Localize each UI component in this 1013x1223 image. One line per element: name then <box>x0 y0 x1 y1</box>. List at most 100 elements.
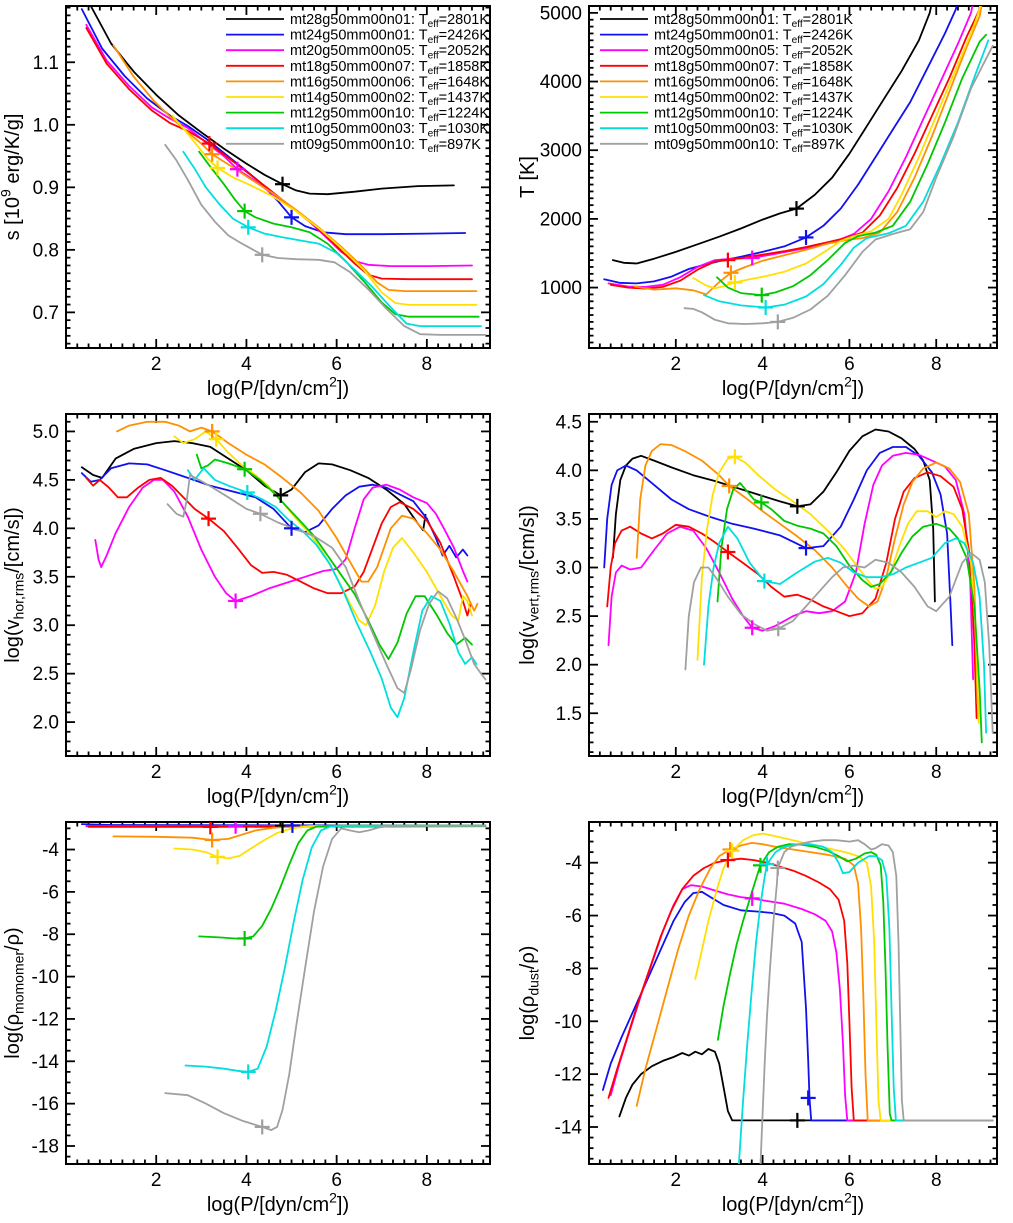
axis-ticks <box>588 414 997 756</box>
curve-mt10g50mm00n03 <box>703 39 990 309</box>
curve-mt18g50mm00n07 <box>85 477 472 617</box>
y-tick-label: -10 <box>555 1012 582 1033</box>
legend-item-mt12g50mm00n10: mt12g50mm00n10: Teff=1224K <box>600 106 853 124</box>
curve-mt09g50mm00n10 <box>164 143 487 336</box>
legend-label: mt20g50mm00n05: Teff=2052K <box>654 43 853 61</box>
x-tick-label: 8 <box>422 354 433 375</box>
axis-ticks <box>588 822 997 1164</box>
curve-mt16g50mm00n06 <box>116 420 479 612</box>
legend-item-mt16g50mm00n06: mt16g50mm00n06: Teff=1648K <box>226 74 489 93</box>
marker-mt10g50mm00n03 <box>240 1064 256 1080</box>
y-tick-label: -4 <box>42 840 59 861</box>
y-axis-label: log(ρmomomer/ρ) <box>2 927 26 1058</box>
y-tick-label: 4.0 <box>556 461 582 482</box>
marker-mt09g50mm00n10 <box>254 247 270 263</box>
x-tick-label: 2 <box>151 1170 162 1191</box>
marker-mt16g50mm00n06 <box>721 478 737 494</box>
y-tick-label: -8 <box>565 959 582 980</box>
y-tick-label: 1000 <box>540 278 582 299</box>
marker-mt12g50mm00n10 <box>754 287 770 303</box>
legend-label: mt20g50mm00n05: Teff=2052K <box>290 43 489 61</box>
curve-mt16g50mm00n06 <box>633 6 983 296</box>
curve-mt16g50mm00n06 <box>112 44 478 292</box>
y-tick-label: 0.7 <box>33 303 59 324</box>
curve-mt10g50mm00n03 <box>737 843 994 1164</box>
marker-mt24g50mm00n01 <box>800 1090 816 1106</box>
legend-item-mt16g50mm00n06: mt16g50mm00n06: Teff=1648K <box>600 74 853 93</box>
x-axis-label: log(P/[dyn/cm2]) <box>722 782 864 808</box>
legend-item-mt14g50mm00n02: mt14g50mm00n02: Teff=1437K <box>600 90 853 108</box>
curve-mt28g50mm00n01 <box>612 6 933 265</box>
x-tick-label: 4 <box>757 354 768 375</box>
legend-item-mt10g50mm00n03: mt10g50mm00n03: Teff=1030K <box>600 121 853 139</box>
marker-mt18g50mm00n07 <box>720 252 736 268</box>
marker-mt16g50mm00n06 <box>723 265 739 281</box>
x-tick-label: 4 <box>241 762 252 783</box>
legend-item-mt28g50mm00n01: mt28g50mm00n01: Teff=2801K <box>226 12 489 30</box>
x-tick-label: 2 <box>151 354 162 375</box>
marker-mt18g50mm00n07 <box>202 822 218 835</box>
y-tick-label: 4.5 <box>33 470 59 491</box>
y-tick-label: 3.0 <box>556 558 582 579</box>
legend-label: mt28g50mm00n01: Teff=2801K <box>290 12 489 30</box>
y-tick-label: 5000 <box>540 3 582 24</box>
y-tick-label: 0.8 <box>33 240 59 261</box>
marker-mt20g50mm00n05 <box>229 161 245 177</box>
curve-mt14g50mm00n02 <box>692 6 981 290</box>
y-tick-label: 4.0 <box>33 519 59 540</box>
y-tick-label: 2.0 <box>556 655 582 676</box>
y-tick-label: 1.5 <box>556 704 582 725</box>
x-tick-label: 6 <box>331 762 342 783</box>
legend-item-mt12g50mm00n10: mt12g50mm00n10: Teff=1224K <box>226 106 489 124</box>
marker-mt18g50mm00n07 <box>720 544 736 560</box>
marker-mt24g50mm00n01 <box>284 520 300 536</box>
y-tick-label: 2000 <box>540 209 582 230</box>
legend-label: mt24g50mm00n01: Teff=2426K <box>654 28 853 46</box>
curve-mt10g50mm00n03 <box>184 824 487 1073</box>
curves <box>603 6 994 330</box>
curve-mt14g50mm00n02 <box>173 430 473 627</box>
marker-mt20g50mm00n05 <box>228 593 244 609</box>
marker-mt10g50mm00n03 <box>758 299 774 315</box>
marker-mt28g50mm00n01 <box>789 1112 805 1128</box>
curve-mt10g50mm00n03 <box>703 525 987 734</box>
legend-item-mt14g50mm00n02: mt14g50mm00n02: Teff=1437K <box>226 90 489 108</box>
y-tick-label: 2.0 <box>33 713 59 734</box>
axis-ticks <box>65 822 490 1164</box>
marker-mt10g50mm00n03 <box>756 573 772 589</box>
marker-mt16g50mm00n06 <box>204 832 220 848</box>
legend-label: mt12g50mm00n10: Teff=1224K <box>290 106 489 124</box>
axis-ticks <box>65 6 490 348</box>
x-tick-label: 8 <box>931 354 942 375</box>
curve-mt16g50mm00n06 <box>635 443 979 705</box>
marker-mt14g50mm00n02 <box>210 849 226 865</box>
y-axis-label: s [109 erg/K/g] <box>0 114 24 241</box>
curve-mt12g50mm00n10 <box>716 482 983 744</box>
legend-item-mt18g50mm00n07: mt18g50mm00n07: Teff=1858K <box>600 59 853 77</box>
marker-mt12g50mm00n10 <box>753 494 769 510</box>
marker-mt09g50mm00n10 <box>252 506 268 522</box>
y-tick-label: 5.0 <box>33 422 59 443</box>
x-axis-label: log(P/[dyn/cm2]) <box>207 1190 349 1216</box>
curve-mt20g50mm00n05 <box>94 479 469 602</box>
marker-mt14g50mm00n02 <box>210 160 226 176</box>
legend-label: mt16g50mm00n06: Teff=1648K <box>654 74 853 92</box>
curve-mt28g50mm00n01 <box>618 1048 994 1122</box>
y-tick-label: 3.0 <box>33 616 59 637</box>
curve-mt14g50mm00n02 <box>696 455 980 724</box>
curves <box>603 428 994 744</box>
panel-entropy: 2 4 6 8 0.7 0.8 0.9 1.0 1.1 log(P/[dyn/cm2]) s [10… <box>0 5 491 400</box>
x-axis-label: log(P/[dyn/cm2]) <box>207 374 349 400</box>
x-tick-label: 4 <box>757 1170 768 1191</box>
curve-mt09g50mm00n10 <box>164 824 487 1131</box>
curve-mt24g50mm00n01 <box>603 6 958 285</box>
curve-mt09g50mm00n10 <box>683 44 994 325</box>
x-tick-label: 6 <box>331 354 342 375</box>
marker-mt09g50mm00n10 <box>770 860 786 876</box>
y-tick-label: 3000 <box>540 141 582 162</box>
y-axis-label: T [K] <box>517 156 539 198</box>
y-tick-label: -8 <box>42 925 59 946</box>
x-tick-label: 8 <box>422 1170 433 1191</box>
marker-mt24g50mm00n01 <box>798 229 814 245</box>
x-axis-label: log(P/[dyn/cm2]) <box>207 782 349 808</box>
